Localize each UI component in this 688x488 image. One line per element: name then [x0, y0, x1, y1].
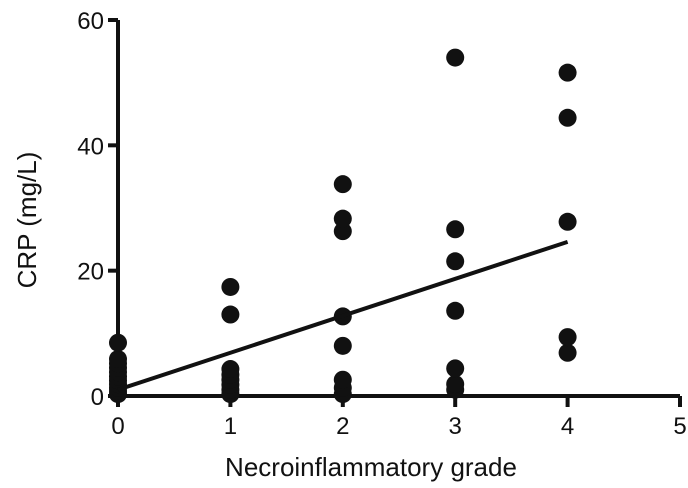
data-points [109, 48, 577, 404]
axes [116, 20, 680, 398]
data-point [221, 360, 240, 379]
y-tick-label: 60 [77, 8, 104, 35]
data-point [221, 305, 240, 324]
data-point [446, 301, 465, 320]
data-point [558, 63, 577, 82]
data-point [446, 48, 465, 67]
x-tick-label: 2 [336, 413, 349, 440]
data-point [558, 343, 577, 362]
x-tick-label: 3 [449, 413, 462, 440]
x-tick-label: 4 [561, 413, 574, 440]
data-point [446, 252, 465, 271]
x-tick-label: 5 [673, 413, 686, 440]
y-axis-title: CRP (mg/L) [12, 152, 42, 289]
data-point [558, 212, 577, 231]
y-tick-label: 0 [91, 384, 104, 411]
regression-line [117, 239, 569, 392]
data-point [446, 375, 465, 394]
x-ticks: 0 1 2 3 4 5 [111, 396, 687, 440]
data-point [333, 336, 352, 355]
data-point [221, 277, 240, 296]
data-point [109, 350, 127, 369]
x-tick-label: 1 [224, 413, 237, 440]
data-point [333, 222, 352, 241]
data-point [558, 328, 577, 347]
x-axis-title: Necroinflammatory grade [225, 452, 517, 482]
data-point [333, 209, 352, 228]
data-point [333, 175, 352, 194]
data-point [446, 220, 465, 239]
x-tick-label: 0 [111, 413, 124, 440]
data-point [558, 108, 577, 127]
y-ticks: 0 20 40 60 [77, 8, 118, 411]
y-tick-label: 20 [77, 259, 104, 286]
y-tick-label: 40 [77, 133, 104, 160]
data-point [446, 359, 465, 378]
data-point [109, 333, 127, 352]
data-point [333, 370, 352, 389]
